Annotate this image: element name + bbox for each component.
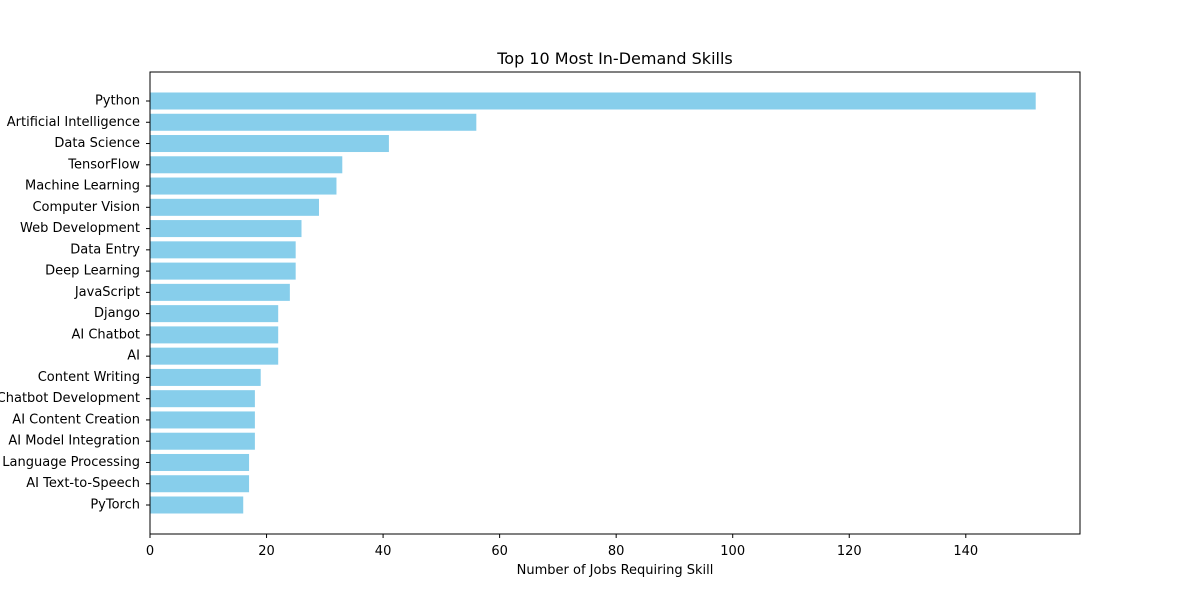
y-tick-label: Natural Language Processing <box>0 455 140 470</box>
bar <box>150 368 261 386</box>
y-tick-label: Artificial Intelligence <box>7 115 140 130</box>
plot-frame <box>149 71 1081 535</box>
x-axis-ticks: 0 20 40 60 80 100 120 140 <box>146 534 978 559</box>
y-tick-label: Web Development <box>20 221 140 236</box>
y-tick-label: AI Content Creation <box>12 412 140 427</box>
bars-group <box>150 92 1036 514</box>
bar <box>150 283 290 301</box>
x-tick-label: 80 <box>608 544 625 559</box>
x-tick-label: 100 <box>720 544 745 559</box>
bar <box>150 475 250 493</box>
x-tick-label: 120 <box>837 544 862 559</box>
y-tick-label: AI <box>127 349 140 364</box>
y-tick-label: Computer Vision <box>32 200 140 215</box>
y-tick-label: Python <box>95 94 140 109</box>
y-tick-label: Content Writing <box>38 370 140 385</box>
y-tick-label: JavaScript <box>74 285 140 300</box>
bar <box>150 156 343 174</box>
y-tick-label: TensorFlow <box>67 157 140 172</box>
bar <box>150 347 279 365</box>
y-tick-label: Machine Learning <box>25 179 140 194</box>
bar <box>150 113 477 131</box>
bar <box>150 390 255 408</box>
y-tick-label: Django <box>94 306 140 321</box>
bar <box>150 432 255 450</box>
y-tick-label: Chatbot Development <box>0 391 140 406</box>
y-tick-label: AI Text-to-Speech <box>26 476 140 491</box>
bar <box>150 198 319 216</box>
x-tick-label: 20 <box>258 544 275 559</box>
y-tick-label: Data Entry <box>70 242 140 257</box>
y-tick-label: AI Model Integration <box>8 434 140 449</box>
bar <box>150 262 296 280</box>
bar <box>150 305 279 323</box>
bar <box>150 92 1036 110</box>
x-tick-label: 0 <box>146 544 154 559</box>
chart-title: Top 10 Most In-Demand Skills <box>496 49 732 68</box>
bar <box>150 135 389 153</box>
x-tick-label: 60 <box>491 544 508 559</box>
y-axis-ticks: Python Artificial Intelligence Data Scienc… <box>0 94 150 513</box>
bar <box>150 453 250 471</box>
y-tick-label: Data Science <box>54 136 140 151</box>
x-tick-label: 40 <box>375 544 392 559</box>
bar <box>150 220 302 238</box>
bar <box>150 241 296 259</box>
y-tick-label: AI Chatbot <box>71 327 140 342</box>
x-axis-label: Number of Jobs Requiring Skill <box>517 563 714 578</box>
bar <box>150 177 337 195</box>
bar <box>150 496 244 514</box>
bar <box>150 326 279 344</box>
bar <box>150 411 255 429</box>
y-tick-label: Deep Learning <box>45 264 140 279</box>
x-tick-label: 140 <box>953 544 978 559</box>
y-tick-label: PyTorch <box>90 498 140 513</box>
